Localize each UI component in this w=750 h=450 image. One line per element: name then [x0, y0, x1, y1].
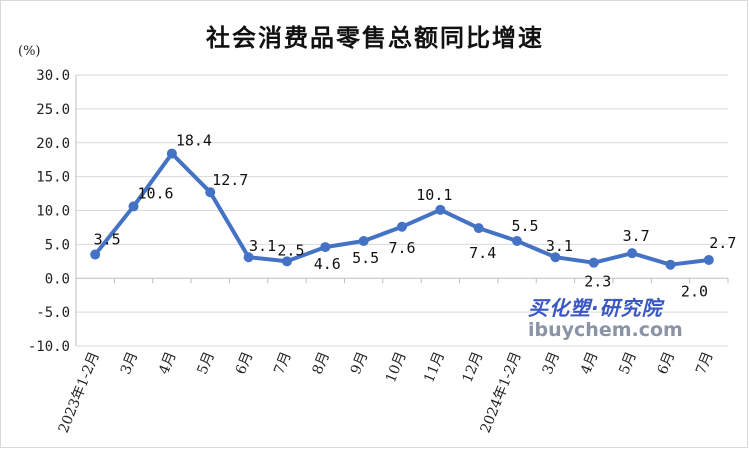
- x-tick-label: 4月: [156, 350, 179, 377]
- data-label: 7.4: [469, 244, 496, 262]
- data-point: [358, 235, 369, 246]
- data-label: 12.7: [212, 171, 248, 189]
- data-point: [320, 242, 331, 253]
- y-tick-label: 5.0: [45, 237, 70, 253]
- data-point: [166, 148, 177, 159]
- data-point: [90, 249, 101, 260]
- x-tick-label: 11月: [421, 350, 448, 386]
- data-label: 2.7: [709, 234, 736, 252]
- x-tick-label: 4月: [578, 350, 601, 377]
- data-point: [627, 248, 638, 259]
- x-tick-label: 2023年1-2月: [56, 350, 103, 436]
- x-tick-label: 7月: [693, 350, 716, 377]
- x-tick-label: 10月: [383, 350, 410, 386]
- y-tick-label: 20.0: [36, 136, 70, 152]
- data-label: 7.6: [388, 239, 415, 257]
- x-tick-label: 9月: [348, 350, 371, 377]
- y-tick-label: 25.0: [36, 102, 70, 118]
- y-tick-label: -10.0: [28, 339, 70, 355]
- data-label: 18.4: [176, 132, 212, 150]
- data-label: 3.7: [623, 227, 650, 245]
- data-point: [281, 256, 292, 267]
- chart-title: 社会消费品零售总额同比增速: [206, 23, 544, 52]
- x-tick-label: 12月: [460, 350, 487, 386]
- data-label: 5.5: [352, 249, 379, 267]
- y-tick-label: -5.0: [36, 305, 70, 321]
- data-label: 10.1: [416, 186, 452, 204]
- x-tick-label: 6月: [655, 350, 678, 377]
- x-tick-label: 6月: [233, 350, 256, 377]
- data-label: 3.1: [249, 237, 276, 255]
- y-axis-unit-label: (%): [18, 44, 41, 59]
- data-point: [397, 221, 407, 232]
- data-label: 3.1: [546, 237, 573, 255]
- y-tick-label: 30.0: [36, 68, 70, 84]
- data-label: 2.5: [277, 241, 304, 259]
- data-point: [243, 252, 254, 263]
- x-tick-label: 3月: [540, 350, 563, 377]
- data-label: 3.5: [94, 231, 121, 249]
- data-point: [512, 235, 523, 246]
- data-label: 2.3: [584, 273, 611, 291]
- data-label: 5.5: [512, 217, 539, 235]
- x-tick-label: 2024年1-2月: [478, 350, 525, 436]
- data-point: [473, 223, 484, 234]
- data-point: [128, 201, 139, 212]
- y-tick-label: 15.0: [36, 170, 70, 186]
- x-tick-label: 3月: [118, 350, 141, 377]
- data-point: [435, 204, 446, 215]
- data-point: [588, 257, 599, 268]
- y-tick-label: 10.0: [36, 204, 70, 220]
- x-tick-label: 7月: [271, 350, 294, 377]
- watermark-en-text: ibuychem.com: [528, 319, 683, 341]
- watermark-logo: 买化塑·研究院 ibuychem.com: [528, 292, 698, 341]
- x-tick-label: 8月: [310, 350, 333, 377]
- data-point: [703, 254, 714, 265]
- data-point: [550, 252, 561, 263]
- watermark-cn-text: 买化塑·研究院: [528, 296, 663, 320]
- data-point: [205, 187, 216, 198]
- x-tick-label: 5月: [616, 350, 639, 377]
- data-label: 10.6: [137, 184, 173, 202]
- data-label: 4.6: [314, 255, 341, 273]
- x-tick-label: 5月: [195, 350, 218, 377]
- data-point: [665, 259, 676, 270]
- data-label: 2.0: [681, 283, 708, 301]
- y-tick-label: 0.0: [45, 271, 70, 287]
